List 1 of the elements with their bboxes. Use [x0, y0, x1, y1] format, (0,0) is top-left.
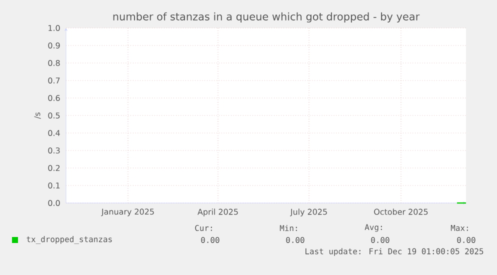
chart-title: number of stanzas in a queue which got dropped - by year — [113, 12, 420, 22]
